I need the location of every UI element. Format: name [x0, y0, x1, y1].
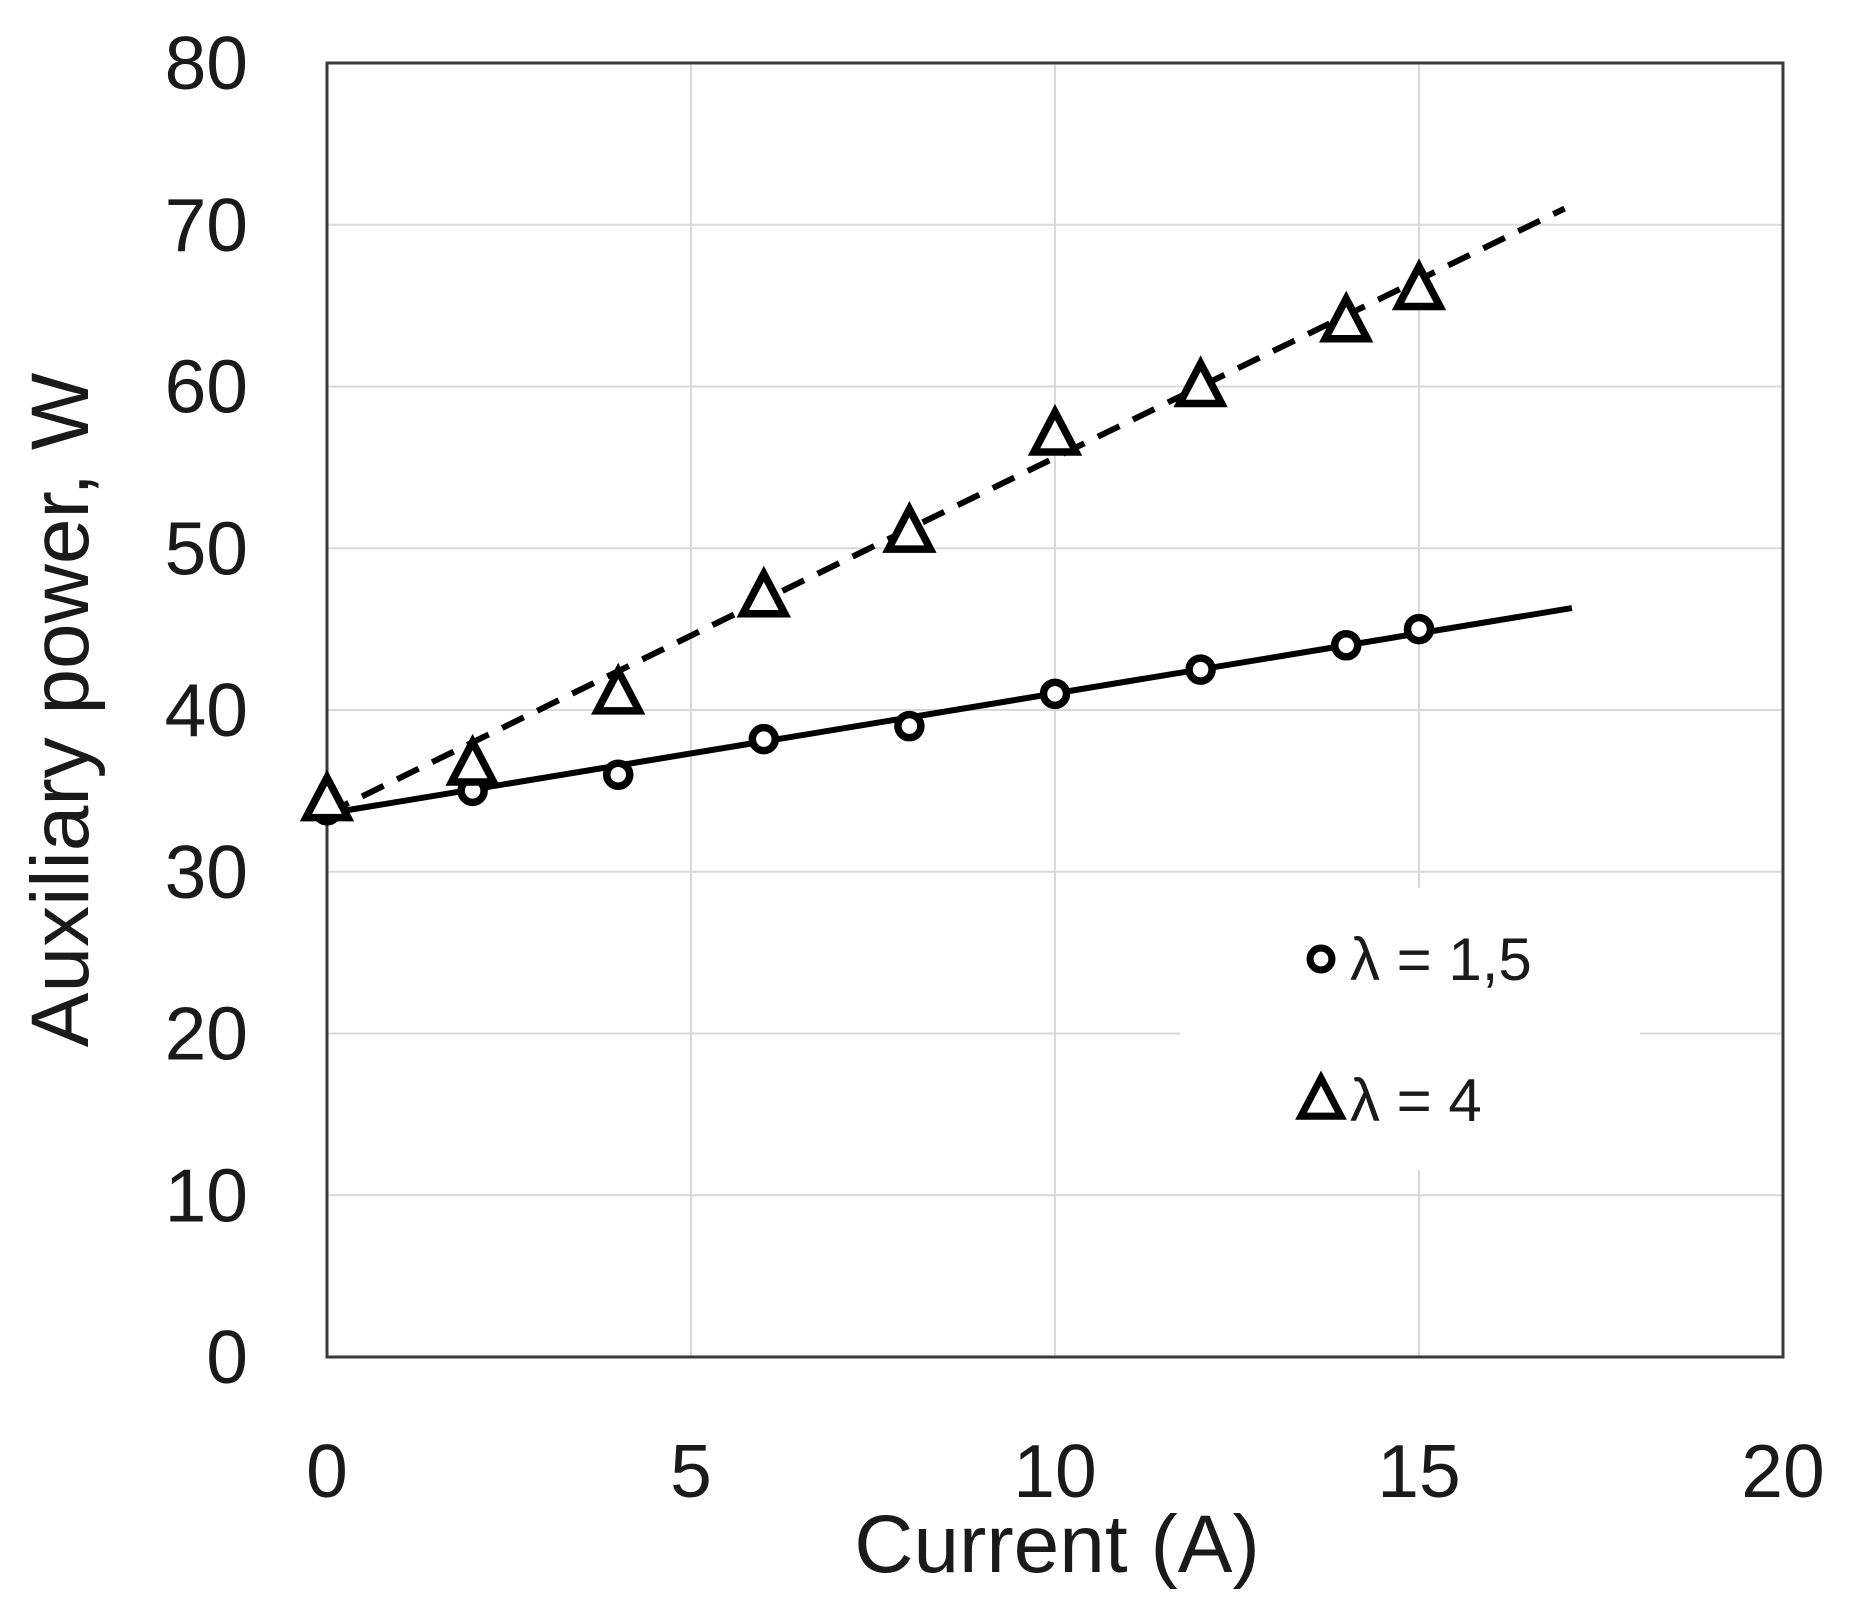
y-tick-label: 40: [165, 668, 248, 752]
data-point-circle: [748, 723, 780, 755]
data-point-triangle: [445, 733, 500, 786]
y-tick-label: 0: [206, 1315, 248, 1399]
data-point-triangle: [1173, 355, 1228, 408]
data-point-triangle: [1318, 290, 1374, 343]
data-point-triangle: [882, 501, 937, 553]
legend: λ = 1,5 λ = 4: [1180, 888, 1640, 1170]
plot-border: [325, 61, 1785, 1359]
x-tick-label: 10: [1013, 1429, 1096, 1513]
legend-label: λ = 4: [1350, 1067, 1482, 1134]
data-point-triangle: [736, 565, 792, 618]
data-point-triangle: [299, 769, 355, 822]
y-tick-label: 10: [165, 1153, 248, 1237]
data-point-circle: [1330, 630, 1362, 661]
trend-line-dashed: [325, 205, 1566, 817]
legend-label: λ = 1,5: [1350, 926, 1532, 993]
data-markers: [299, 258, 1447, 826]
data-point-circle: [602, 759, 634, 790]
data-point-triangle: [590, 662, 646, 715]
data-point-triangle: [1027, 403, 1083, 456]
data-point-circle: [1185, 654, 1216, 685]
data-point-triangle: [1391, 258, 1447, 311]
y-tick-label: 70: [165, 183, 248, 267]
y-axis-title: Auxiliary power, W: [15, 372, 106, 1047]
data-point-circle: [1403, 613, 1435, 645]
y-tick-label: 80: [165, 21, 248, 105]
x-tick-label: 20: [1741, 1429, 1824, 1513]
y-tick-label: 30: [165, 830, 248, 914]
legend-background: [1180, 888, 1640, 1170]
x-tick-label: 15: [1377, 1429, 1460, 1513]
data-point-circle: [894, 710, 925, 742]
trend-line-solid: [326, 605, 1573, 817]
data-point-circle: [1039, 678, 1071, 710]
x-tick-label: 5: [670, 1429, 712, 1513]
trend-lines: [325, 205, 1573, 817]
y-tick-label: 50: [165, 506, 248, 590]
x-axis-title: Current (A): [854, 1499, 1260, 1590]
legend-marker-triangle-icon: [1295, 1070, 1347, 1120]
axis-tick-labels: 0 10 20 30 40 50 60 70 80 0 5 10 15 20: [165, 21, 1825, 1513]
x-tick-label: 0: [306, 1429, 348, 1513]
y-tick-label: 20: [165, 992, 248, 1076]
legend-marker-circle-icon: [1306, 944, 1336, 974]
y-tick-label: 60: [165, 345, 248, 429]
